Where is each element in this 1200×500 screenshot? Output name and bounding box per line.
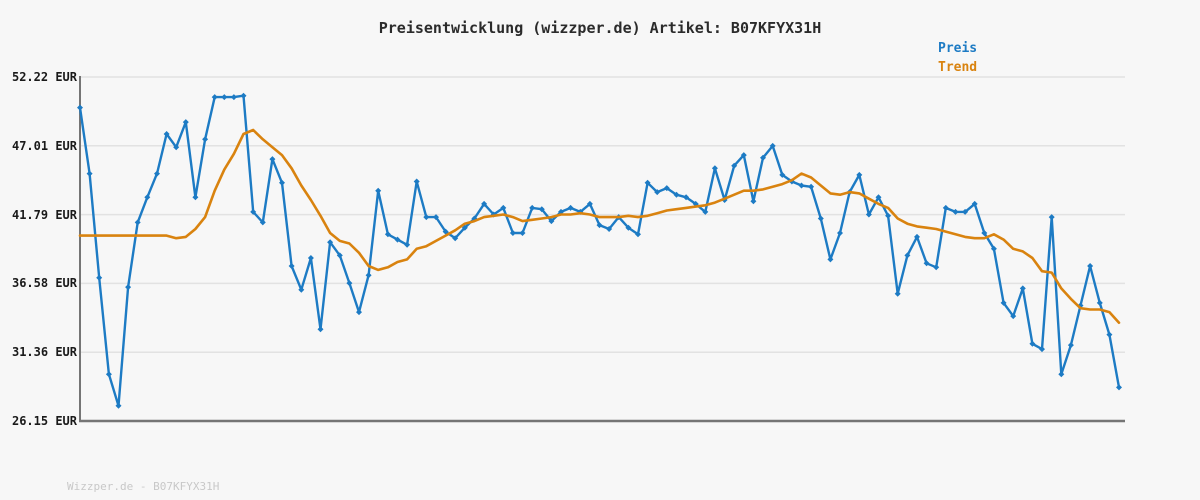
y-axis-tick-label: 31.36 EUR [11, 345, 77, 360]
trend-line [78, 128, 1121, 325]
legend-item-trend: Trend [938, 60, 978, 75]
y-axis-tick-label: 41.79 EUR [11, 207, 77, 222]
y-axis-tick-label: 26.15 EUR [11, 414, 77, 428]
preis-line [78, 94, 1121, 407]
preis-markers [77, 92, 1122, 409]
y-axis-tick-label: 52.22 EUR [11, 70, 77, 84]
y-axis-tick-label: 36.58 EUR [11, 276, 77, 291]
y-axis-tick-label: 47.01 EUR [11, 138, 77, 153]
watermark: Wizzper.de - B07KFYX31H [67, 480, 220, 493]
legend: Preis Trend [938, 39, 977, 77]
legend-item-preis: Preis [938, 41, 978, 56]
chart-title: Preisentwicklung (wizzper.de) Artikel: B… [378, 19, 822, 37]
